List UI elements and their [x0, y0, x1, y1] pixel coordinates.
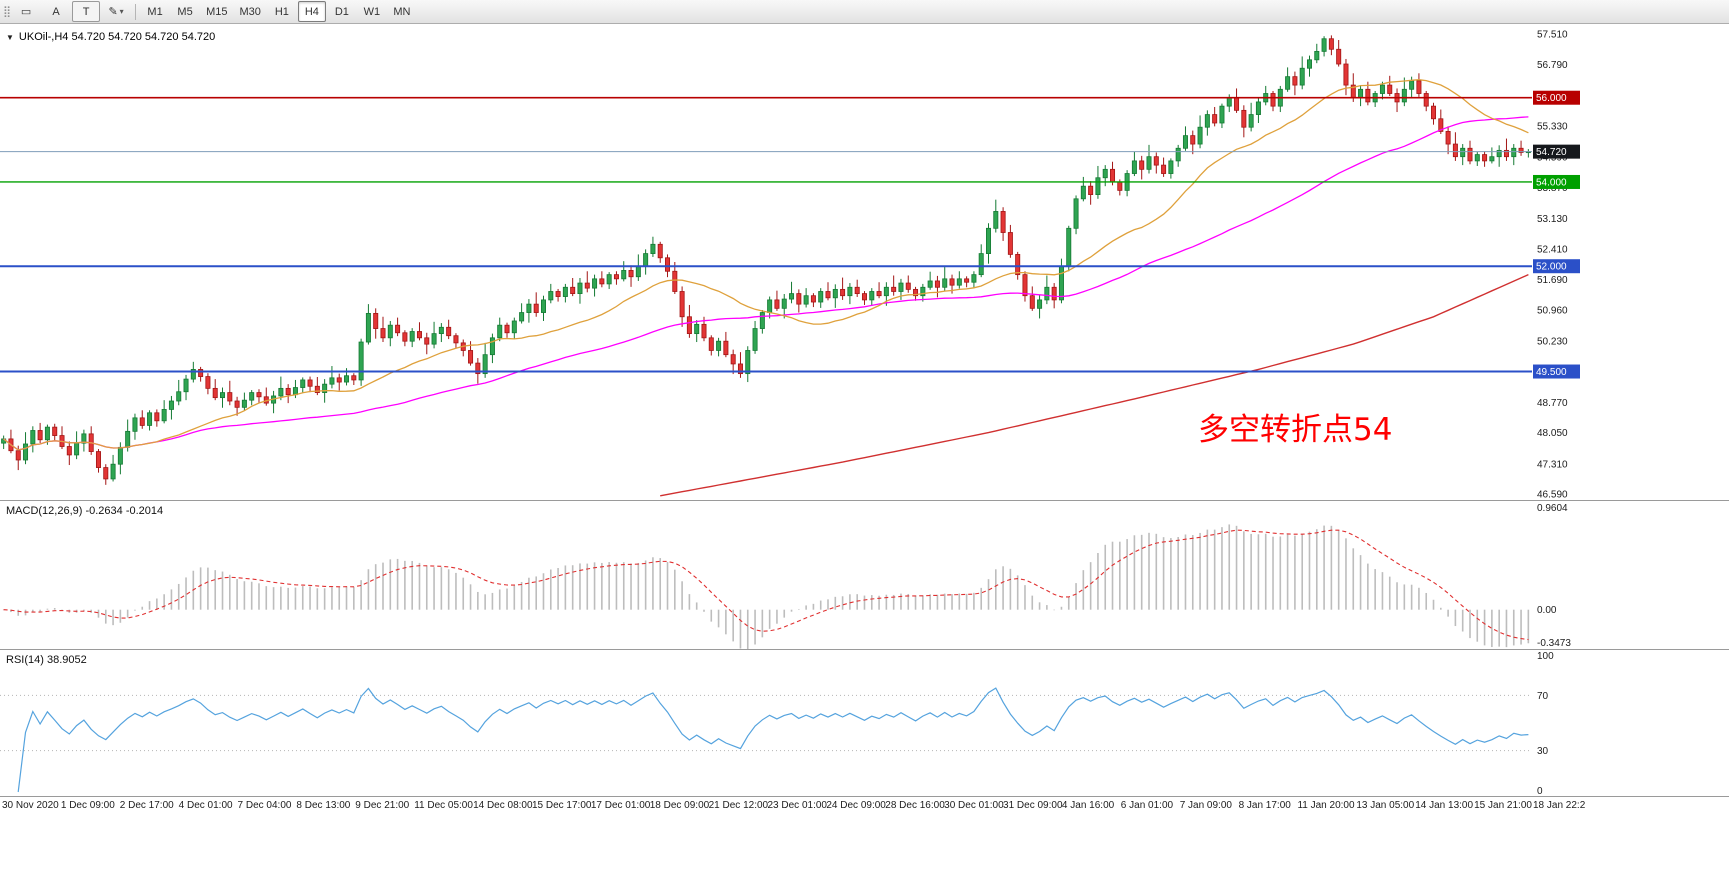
timeframe-h4-button[interactable]: H4 [297, 1, 326, 22]
arrow-tool-button[interactable]: A [52, 5, 60, 18]
svg-text:48.050: 48.050 [1537, 428, 1568, 439]
draw-tool-button[interactable]: ▭ [20, 6, 32, 18]
svg-text:-0.3473: -0.3473 [1537, 638, 1571, 649]
time-label: 30 Nov 2020 [2, 800, 59, 811]
toolbar-separator [135, 3, 137, 20]
svg-text:57.510: 57.510 [1537, 30, 1568, 41]
macd-pane[interactable]: 0.9604 0.00 -0.3473 MACD(12,26,9) -0.2634 … [0, 501, 1729, 650]
chevron-down-icon[interactable]: ▾ [119, 7, 124, 16]
time-label: 15 Dec 17:00 [531, 800, 592, 811]
timeframe-m15-button[interactable]: M15 [206, 5, 228, 18]
text-tool-button[interactable]: T [72, 1, 101, 22]
time-label: 4 Jan 16:00 [1061, 800, 1115, 811]
timeframe-buttons-group: M1 M5 M15 M30 H1 H4 D1 W1 MN [141, 1, 416, 22]
svg-text:30: 30 [1537, 746, 1549, 757]
time-label: 6 Jan 01:00 [1120, 800, 1174, 811]
svg-text:54.000: 54.000 [1536, 177, 1567, 188]
price-chart-canvas[interactable]: 57.51056.79055.33054.59053.87053.13052.4… [0, 24, 1729, 500]
time-label: 7 Jan 09:00 [1179, 800, 1232, 811]
shapes-tool-button[interactable]: ✎ ▾ [108, 6, 124, 18]
svg-text:48.770: 48.770 [1537, 398, 1568, 409]
svg-text:70: 70 [1537, 691, 1549, 702]
time-label: 4 Dec 01:00 [178, 800, 233, 811]
svg-text:55.330: 55.330 [1537, 121, 1568, 132]
rsi-label: RSI(14) 38.9052 [6, 654, 87, 666]
svg-text:53.130: 53.130 [1537, 214, 1568, 225]
time-label: 17 Dec 01:00 [590, 800, 651, 811]
time-label: 31 Dec 09:00 [1003, 800, 1063, 811]
symbol-header: ▼ UKOil-,H4 54.720 54.720 54.720 54.720 [6, 31, 215, 43]
timeframe-mn-button[interactable]: MN [393, 5, 411, 18]
svg-text:52.410: 52.410 [1537, 244, 1568, 255]
annotation-text: 多空转折点54 [1198, 412, 1393, 448]
time-label: 2 Dec 17:00 [119, 800, 174, 811]
svg-text:46.590: 46.590 [1537, 490, 1568, 500]
svg-text:50.230: 50.230 [1537, 336, 1568, 347]
symbol-ohlc-text: UKOil-,H4 54.720 54.720 54.720 54.720 [18, 31, 216, 43]
toolbar: ⣿ ▭ A T ✎ ▾ M1 M5 M15 M30 H1 H4 D1 W1 MN [0, 0, 1729, 24]
macd-canvas[interactable]: 0.9604 0.00 -0.3473 [0, 501, 1729, 649]
rsi-pane[interactable]: 100 70 30 0 RSI(14) 38.9052 [0, 650, 1729, 797]
timeframe-m1-button[interactable]: M1 [147, 5, 163, 18]
collapse-triangle-icon[interactable]: ▼ [6, 33, 14, 42]
drawing-tools-group: ▭ A T ✎ ▾ [12, 1, 130, 22]
time-label: 14 Jan 13:00 [1415, 800, 1474, 811]
time-label: 8 Dec 13:00 [296, 800, 351, 811]
time-label: 7 Dec 04:00 [237, 800, 292, 811]
svg-text:50.960: 50.960 [1537, 306, 1568, 317]
svg-text:0.9604: 0.9604 [1537, 503, 1568, 514]
time-label: 18 Jan 22:2 [1533, 800, 1586, 811]
time-label: 11 Dec 05:00 [414, 800, 473, 811]
time-label: 24 Dec 09:00 [826, 800, 886, 811]
timeframe-h1-button[interactable]: H1 [274, 5, 289, 18]
timeframe-w1-button[interactable]: W1 [363, 5, 381, 18]
time-label: 1 Dec 09:00 [60, 800, 115, 811]
svg-text:52.000: 52.000 [1536, 262, 1567, 273]
time-label: 11 Jan 20:00 [1297, 800, 1355, 811]
time-label: 14 Dec 08:00 [473, 800, 533, 811]
svg-text:54.720: 54.720 [1536, 147, 1567, 158]
svg-text:0: 0 [1537, 786, 1543, 796]
time-label: 8 Jan 17:00 [1238, 800, 1291, 811]
timeframe-m30-button[interactable]: M30 [239, 5, 261, 18]
rsi-canvas[interactable]: 100 70 30 0 [0, 650, 1729, 796]
toolbar-grip[interactable]: ⣿ [3, 6, 11, 18]
time-label: 21 Dec 12:00 [708, 800, 769, 811]
time-label: 15 Jan 21:00 [1474, 800, 1532, 811]
main-chart-pane[interactable]: 57.51056.79055.33054.59053.87053.13052.4… [0, 24, 1729, 501]
time-axis: 30 Nov 2020 1 Dec 09:00 2 Dec 17:00 4 Dec 0… [0, 797, 1729, 815]
time-label: 9 Dec 21:00 [355, 800, 410, 811]
svg-text:100: 100 [1537, 651, 1554, 662]
svg-text:51.690: 51.690 [1537, 275, 1568, 286]
svg-text:0.00: 0.00 [1537, 605, 1557, 616]
time-label: 18 Dec 09:00 [649, 800, 710, 811]
svg-text:56.000: 56.000 [1536, 93, 1567, 104]
svg-text:49.500: 49.500 [1536, 367, 1567, 378]
time-label: 23 Dec 01:00 [767, 800, 828, 811]
time-label: 28 Dec 16:00 [885, 800, 945, 811]
time-label: 13 Jan 05:00 [1356, 800, 1415, 811]
timeframe-m5-button[interactable]: M5 [177, 5, 193, 18]
svg-text:47.310: 47.310 [1537, 459, 1568, 470]
svg-text:56.790: 56.790 [1537, 60, 1568, 71]
time-label: 30 Dec 01:00 [944, 800, 1004, 811]
timeframe-d1-button[interactable]: D1 [334, 5, 349, 18]
macd-label: MACD(12,26,9) -0.2634 -0.2014 [6, 505, 164, 517]
